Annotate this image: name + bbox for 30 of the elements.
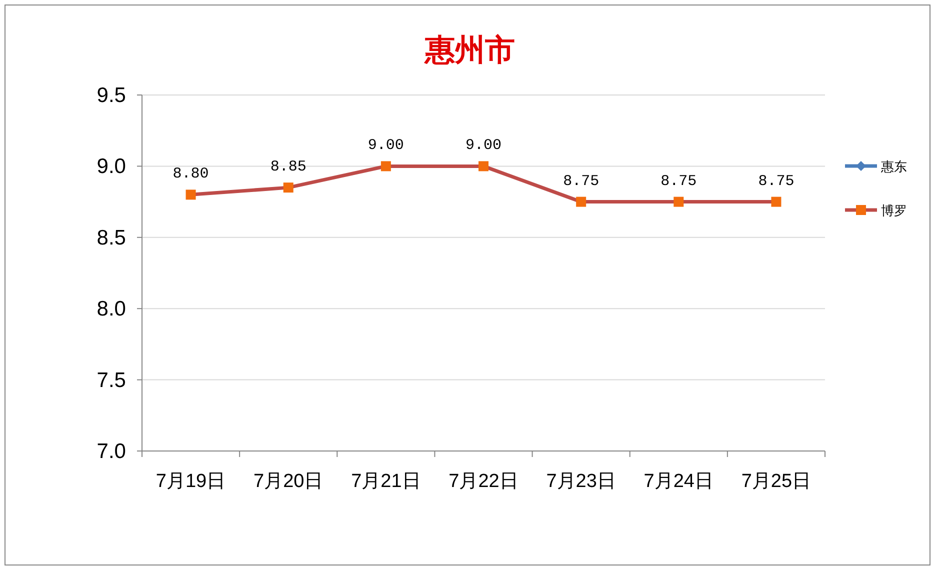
data-label: 9.00 — [368, 137, 404, 154]
data-label: 8.80 — [172, 166, 209, 183]
x-tick-label: 7月22日 — [448, 471, 518, 492]
data-label: 9.00 — [465, 137, 502, 154]
x-tick-label: 7月21日 — [351, 471, 421, 492]
x-tick-label: 7月25日 — [741, 471, 812, 492]
data-label: 8.85 — [270, 158, 306, 176]
y-tick-label: 9.5 — [96, 84, 126, 107]
data-label: 8.75 — [758, 172, 794, 190]
legend-label: 博罗 — [881, 203, 907, 218]
y-tick-label: 9.0 — [96, 155, 126, 178]
y-tick-label: 7.5 — [96, 368, 126, 392]
point — [380, 161, 391, 172]
x-tick-label: 7月20日 — [254, 471, 324, 492]
y-tick-label: 8.0 — [96, 298, 126, 321]
y-tick-label: 8.5 — [96, 226, 126, 250]
point — [283, 182, 294, 193]
point — [674, 196, 684, 207]
x-tick-label: 7月19日 — [156, 471, 226, 492]
data-label: 8.75 — [563, 172, 600, 190]
y-tick-label: 7.0 — [96, 440, 126, 463]
point — [478, 161, 488, 172]
chart-title: 惠州市 — [423, 33, 515, 67]
point — [186, 190, 196, 200]
data-label: 8.75 — [660, 172, 697, 190]
point — [771, 196, 782, 207]
legend-label: 惠东 — [880, 159, 907, 174]
point — [576, 196, 586, 207]
x-tick-label: 7月24日 — [644, 471, 714, 492]
x-tick-label: 7月23日 — [546, 471, 616, 492]
